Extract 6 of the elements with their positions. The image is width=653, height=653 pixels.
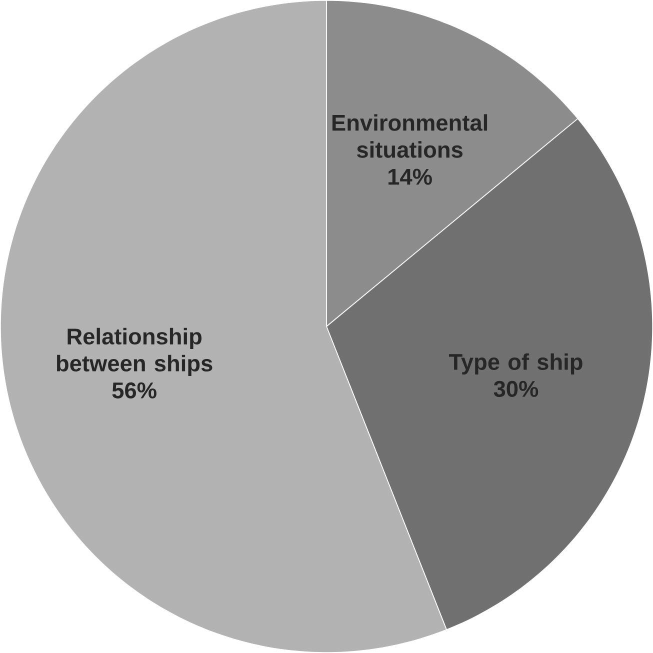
data-label: 14% xyxy=(388,168,432,185)
data-label: 30% xyxy=(494,380,538,397)
slice-label: Environmental situations xyxy=(332,114,488,158)
slice-label: Relationship between ships xyxy=(56,328,212,376)
slice-label: Type of ship xyxy=(448,353,582,374)
data-label: 56% xyxy=(112,382,156,398)
